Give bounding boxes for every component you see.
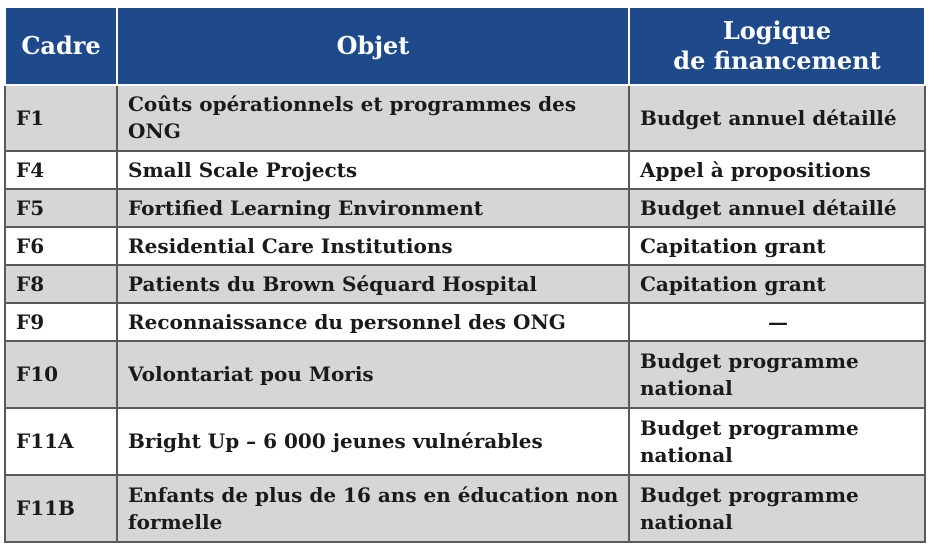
cell-objet: Small Scale Projects: [116, 150, 630, 190]
cell-logique: Budget programme national: [628, 340, 926, 409]
table-row: F5 Fortified Learning Environment Budget…: [4, 188, 926, 228]
cell-logique: Budget programme national: [628, 407, 926, 476]
header-logique-line2: de financement: [673, 46, 881, 75]
cell-logique: Appel à propositions: [628, 150, 926, 190]
table-row: F10 Volontariat pou Moris Budget program…: [4, 340, 926, 409]
table-body: F1 Coûts opérationnels et programmes des…: [4, 84, 926, 543]
table-row: F9 Reconnaissance du personnel des ONG —: [4, 302, 926, 342]
cell-cadre: F8: [4, 264, 118, 304]
financing-table: Cadre Objet Logique de financement F1 Co…: [4, 6, 926, 543]
financing-table-container: Cadre Objet Logique de financement F1 Co…: [4, 6, 926, 543]
cell-objet: Coûts opérationnels et programmes des ON…: [116, 84, 630, 152]
cell-objet: Residential Care Institutions: [116, 226, 630, 266]
cell-cadre: F11A: [4, 407, 118, 476]
cell-objet: Reconnaissance du personnel des ONG: [116, 302, 630, 342]
cell-objet: Bright Up – 6 000 jeunes vulnérables: [116, 407, 630, 476]
cell-cadre: F5: [4, 188, 118, 228]
table-header: Cadre Objet Logique de financement: [4, 6, 926, 86]
table-row: F11A Bright Up – 6 000 jeunes vulnérable…: [4, 407, 926, 476]
header-logique: Logique de financement: [628, 6, 926, 86]
header-row: Cadre Objet Logique de financement: [4, 6, 926, 86]
cell-objet: Enfants de plus de 16 ans en éducation n…: [116, 474, 630, 543]
table-row: F1 Coûts opérationnels et programmes des…: [4, 84, 926, 152]
table-row: F4 Small Scale Projects Appel à proposit…: [4, 150, 926, 190]
cell-objet: Volontariat pou Moris: [116, 340, 630, 409]
header-cadre: Cadre: [4, 6, 118, 86]
table-row: F8 Patients du Brown Séquard Hospital Ca…: [4, 264, 926, 304]
cell-cadre: F1: [4, 84, 118, 152]
cell-logique: Capitation grant: [628, 264, 926, 304]
cell-logique: —: [628, 302, 926, 342]
header-objet: Objet: [116, 6, 630, 86]
cell-objet: Fortified Learning Environment: [116, 188, 630, 228]
cell-logique: Capitation grant: [628, 226, 926, 266]
cell-cadre: F6: [4, 226, 118, 266]
table-row: F11B Enfants de plus de 16 ans en éducat…: [4, 474, 926, 543]
cell-logique: Budget annuel détaillé: [628, 84, 926, 152]
table-row: F6 Residential Care Institutions Capitat…: [4, 226, 926, 266]
cell-objet: Patients du Brown Séquard Hospital: [116, 264, 630, 304]
cell-cadre: F9: [4, 302, 118, 342]
header-logique-line1: Logique: [722, 16, 832, 45]
cell-cadre: F11B: [4, 474, 118, 543]
cell-cadre: F4: [4, 150, 118, 190]
cell-logique: Budget programme national: [628, 474, 926, 543]
cell-cadre: F10: [4, 340, 118, 409]
cell-logique: Budget annuel détaillé: [628, 188, 926, 228]
